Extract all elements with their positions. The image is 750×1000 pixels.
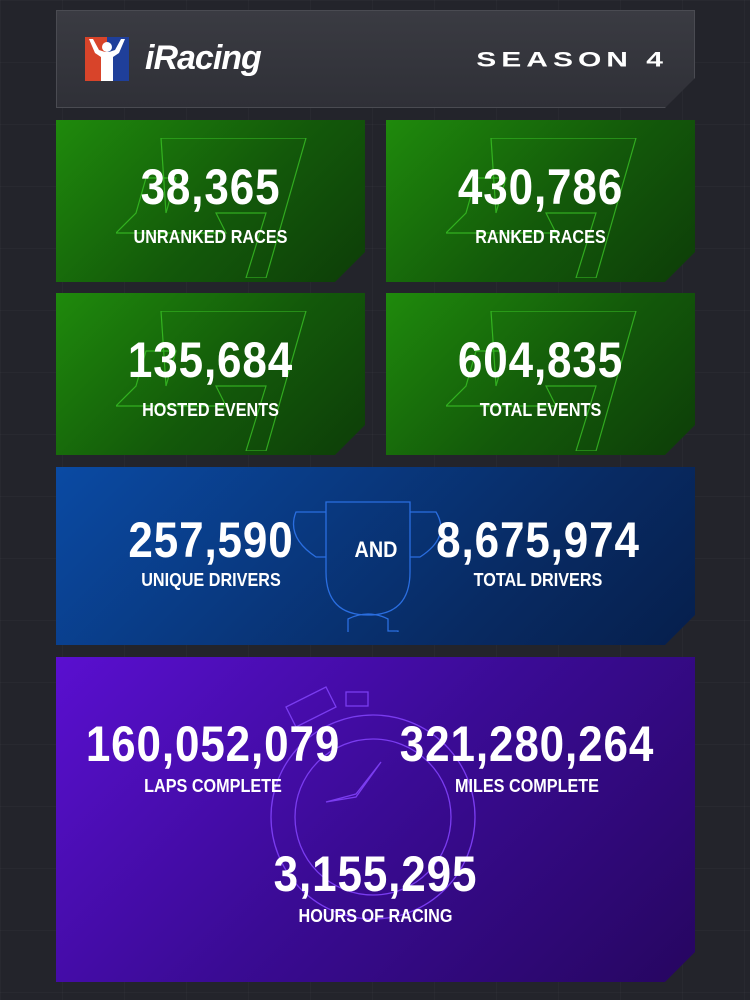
stat-card-ranked-races: 430,786 RANKED RACES [386,120,695,282]
miles-complete-label: MILES COMPLETE [454,776,599,796]
brand-wordmark: iRacing [145,39,261,77]
stat-card-hosted-events: 135,684 HOSTED EVENTS [56,293,365,455]
unique-drivers-label: UNIQUE DRIVERS [141,570,281,590]
unranked-races-value: 38,365 [140,159,281,215]
season-title: SEASON 4 [476,48,668,72]
iracing-logo-icon [85,37,129,81]
drivers-panel: 257,590 UNIQUE DRIVERS AND 8,675,974 TOT… [56,467,695,645]
total-events-label: TOTAL EVENTS [479,400,602,420]
total-events-value: 604,835 [457,332,624,388]
stat-card-unranked-races: 38,365 UNRANKED RACES [56,120,365,282]
laps-complete-value: 160,052,079 [85,716,341,772]
hosted-events-label: HOSTED EVENTS [142,400,279,420]
hours-racing-value: 3,155,295 [273,846,478,902]
unranked-races-label: UNRANKED RACES [133,227,288,247]
stat-card-total-events: 604,835 TOTAL EVENTS [386,293,695,455]
miles-complete-value: 321,280,264 [399,716,655,772]
laps-miles-hours-panel: 160,052,079 LAPS COMPLETE 321,280,264 MI… [56,657,695,982]
header-banner: iRacing SEASON 4 [56,10,695,108]
laps-complete-label: LAPS COMPLETE [144,776,282,796]
and-connector: AND [354,537,398,562]
hours-racing-label: HOURS OF RACING [298,906,453,926]
ranked-races-label: RANKED RACES [475,227,606,247]
ranked-races-value: 430,786 [457,159,624,215]
total-drivers-value: 8,675,974 [436,512,640,568]
total-drivers-label: TOTAL DRIVERS [473,570,603,590]
unique-drivers-value: 257,590 [128,512,294,568]
hosted-events-value: 135,684 [127,332,294,388]
